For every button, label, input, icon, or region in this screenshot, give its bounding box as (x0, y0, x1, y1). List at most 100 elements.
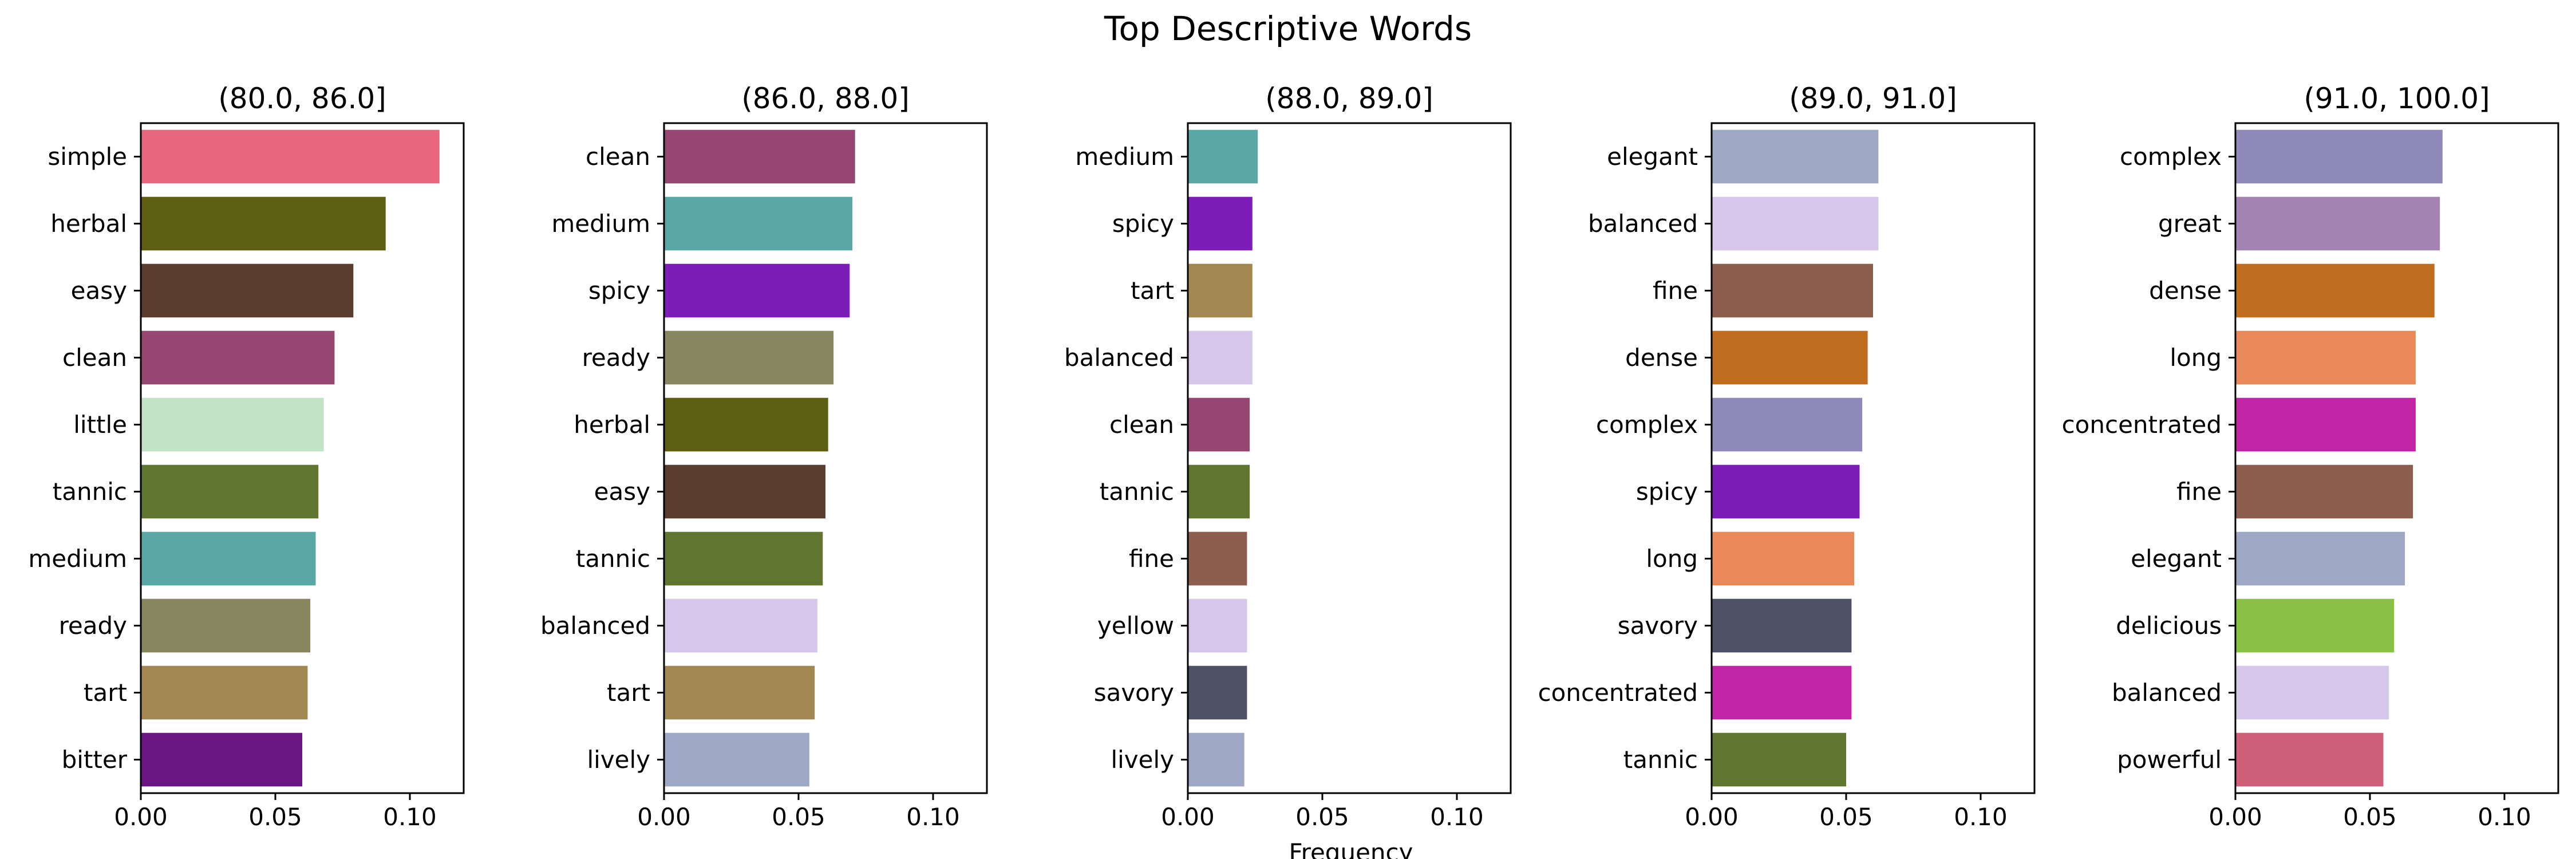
bar-elegant (2235, 531, 2405, 586)
bar-fine (2235, 464, 2413, 519)
bar-fine (1188, 531, 1247, 586)
bar-yellow (1188, 598, 1247, 653)
y-tick-label: spicy (588, 277, 650, 305)
y-tick-label: delicious (2116, 612, 2222, 640)
axes-frame (1710, 122, 2036, 794)
bar-dense (2235, 263, 2435, 318)
bar-medium (141, 531, 316, 586)
y-tick-label: clean (1109, 411, 1174, 439)
x-tick-label: 0.05 (1295, 803, 1349, 831)
y-tick-label: fine (1129, 545, 1174, 573)
bar-dense (1712, 330, 1868, 385)
bar-clean (1188, 397, 1250, 452)
x-tick-label: 0.00 (1161, 803, 1215, 831)
bar-concentrated (1712, 665, 1852, 720)
x-tick-label: 0.05 (772, 803, 825, 831)
bar-tart (1188, 263, 1253, 318)
subplot-title: (80.0, 86.0] (218, 82, 386, 115)
y-tick-label: bitter (62, 746, 128, 774)
bar-bitter (141, 732, 302, 787)
y-tick-label: tart (1131, 277, 1174, 305)
axes-frame (140, 122, 465, 794)
bar-medium (1188, 129, 1258, 184)
axes-frame (663, 122, 988, 794)
x-tick-label: 0.10 (906, 803, 960, 831)
y-tick-label: dense (1625, 344, 1698, 372)
bar-spicy (1188, 196, 1253, 251)
bar-delicious (2235, 598, 2395, 653)
x-axis-label: Frequency (1289, 838, 1413, 859)
y-tick-label: balanced (2112, 679, 2222, 707)
figure-title: Top Descriptive Words (1104, 9, 1472, 48)
bar-complex (1712, 397, 1863, 452)
bar-complex (2235, 129, 2443, 184)
y-tick-label: medium (28, 545, 127, 573)
bar-tart (664, 665, 815, 720)
bar-fine (1712, 263, 1873, 318)
bar-spicy (1712, 464, 1860, 519)
x-tick-label: 0.10 (383, 803, 437, 831)
bar-simple (141, 129, 440, 184)
subplot-3: (88.0, 89.0] medium spicy tart balanced clean… (1064, 82, 1512, 831)
bar-savory (1712, 598, 1852, 653)
x-tick-label: 0.10 (1430, 803, 1484, 831)
bar-spicy (664, 263, 850, 318)
y-tick-label: herbal (574, 411, 650, 439)
y-tick-label: powerful (2117, 746, 2222, 774)
y-tick-label: spicy (1112, 210, 1174, 238)
bar-lively (1188, 732, 1244, 787)
y-tick-label: long (2170, 344, 2222, 372)
bar-long (1712, 531, 1855, 586)
bar-tannic (1188, 464, 1250, 519)
axes-frame (2234, 122, 2559, 794)
y-tick-label: elegant (1607, 143, 1698, 171)
bar-long (2235, 330, 2416, 385)
bar-herbal (141, 196, 386, 251)
y-tick-label: ready (59, 612, 127, 640)
subplot-title: (86.0, 88.0] (741, 82, 909, 115)
y-tick-label: elegant (2131, 545, 2222, 573)
subplot-title: (89.0, 91.0] (1789, 82, 1957, 115)
bar-balanced (664, 598, 817, 653)
y-tick-label: tannic (576, 545, 650, 573)
y-tick-label: lively (1111, 746, 1174, 774)
y-tick-label: fine (2176, 478, 2222, 506)
y-tick-label: clean (586, 143, 650, 171)
bar-balanced (2235, 665, 2389, 720)
y-tick-label: medium (1075, 143, 1174, 171)
bar-savory (1188, 665, 1247, 720)
subplot-1: (80.0, 86.0] simple herbal easy clean little t… (28, 82, 465, 831)
y-tick-label: herbal (50, 210, 127, 238)
y-tick-label: dense (2149, 277, 2222, 305)
y-tick-label: tannic (1100, 478, 1174, 506)
y-tick-label: complex (1596, 411, 1698, 439)
x-tick-label: 0.05 (2343, 803, 2397, 831)
y-tick-label: tart (84, 679, 127, 707)
y-tick-label: ready (582, 344, 650, 372)
x-tick-label: 0.05 (248, 803, 302, 831)
x-tick-label: 0.00 (637, 803, 691, 831)
subplots: (80.0, 86.0] simple herbal easy clean little t… (28, 82, 2559, 831)
x-tick-label: 0.10 (1954, 803, 2008, 831)
bar-clean (141, 330, 335, 385)
y-tick-label: spicy (1636, 478, 1698, 506)
bar-easy (664, 464, 825, 519)
y-tick-label: great (2158, 210, 2222, 238)
y-tick-label: tannic (53, 478, 127, 506)
bar-balanced (1712, 196, 1879, 251)
bar-ready (664, 330, 834, 385)
y-tick-label: tart (607, 679, 650, 707)
subplot-5: (91.0, 100.0] complex great dense long concen… (2062, 82, 2559, 831)
bar-ready (141, 598, 311, 653)
y-tick-label: concentrated (1538, 679, 1698, 707)
bar-tannic (1712, 732, 1846, 787)
bar-elegant (1712, 129, 1879, 184)
y-tick-label: savory (1094, 679, 1174, 707)
y-tick-label: medium (551, 210, 650, 238)
y-tick-label: concentrated (2062, 411, 2222, 439)
bar-tannic (664, 531, 823, 586)
y-tick-label: complex (2120, 143, 2222, 171)
bar-medium (664, 196, 852, 251)
y-tick-label: easy (71, 277, 127, 305)
